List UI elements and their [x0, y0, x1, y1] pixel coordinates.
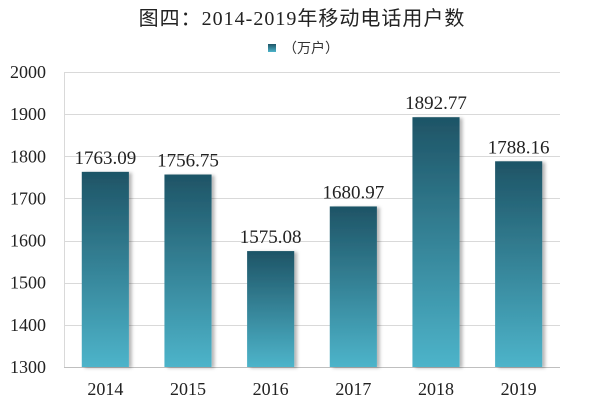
- y-tick-label: 1300: [10, 357, 46, 377]
- bar-2018: [412, 117, 460, 367]
- data-label-2019: 1788.16: [488, 137, 550, 158]
- bar-2016: [247, 251, 295, 367]
- x-axis-tick-labels: 2014 2015 2016 2017 2018 2019: [87, 379, 536, 399]
- data-label-2014: 1763.09: [74, 148, 136, 169]
- y-tick-label: 2000: [10, 62, 46, 82]
- legend-swatch: [268, 44, 276, 52]
- y-tick-label: 1600: [10, 231, 46, 251]
- bars: [81, 117, 543, 367]
- y-tick-label: 1900: [10, 104, 46, 124]
- y-tick-label: 1400: [10, 315, 46, 335]
- gridlines: [64, 72, 560, 368]
- legend-label: （万户）: [283, 40, 339, 57]
- y-tick-label: 1800: [10, 146, 46, 166]
- data-label-2015: 1756.75: [157, 151, 219, 172]
- bar-2019: [495, 161, 543, 367]
- y-axis-tick-labels: 1300 1400 1500 1600 1700 1800 1900 2000: [10, 62, 46, 377]
- bar-2017: [329, 206, 377, 367]
- x-tick-label-2015: 2015: [170, 379, 206, 399]
- x-tick-label-2017: 2017: [335, 379, 371, 399]
- x-tick-label-2016: 2016: [253, 379, 289, 399]
- y-tick-label: 1500: [10, 273, 46, 293]
- data-labels: 1763.09 1756.75 1575.08 1680.97 1892.77 1788.…: [74, 93, 549, 248]
- bar-2015: [164, 174, 212, 367]
- x-tick-label-2019: 2019: [501, 379, 537, 399]
- x-tick-label-2014: 2014: [87, 379, 123, 399]
- x-tick-label-2018: 2018: [418, 379, 454, 399]
- data-label-2018: 1892.77: [405, 93, 467, 114]
- bar-2014: [81, 171, 129, 367]
- y-tick-label: 1700: [10, 188, 46, 208]
- data-label-2016: 1575.08: [240, 227, 302, 248]
- data-label-2017: 1680.97: [322, 182, 384, 203]
- chart-title: 图四：2014-2019年移动电话用户数: [139, 7, 466, 30]
- legend: （万户）: [268, 40, 339, 57]
